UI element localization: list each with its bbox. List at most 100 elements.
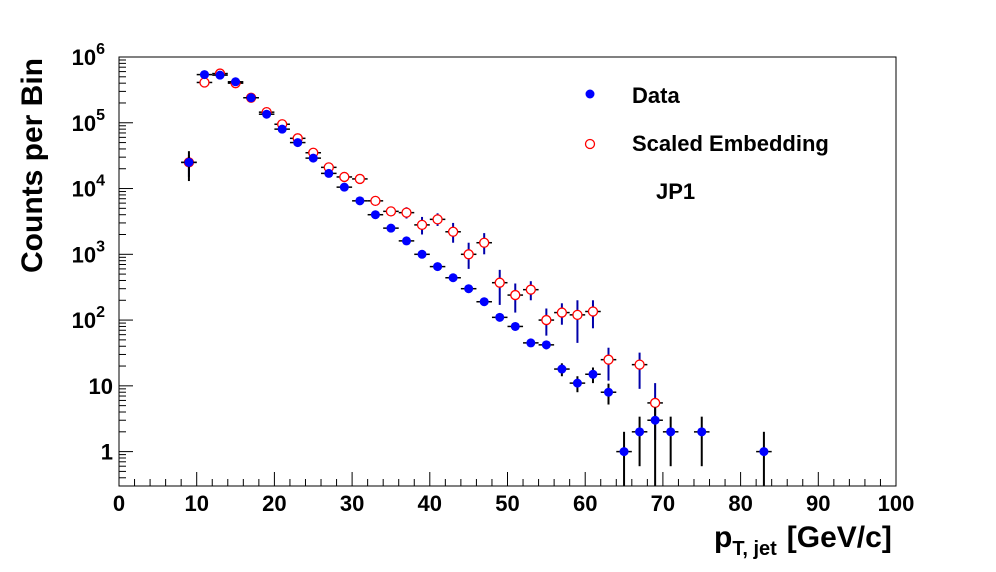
embedding-point <box>587 306 599 317</box>
data-point <box>619 447 629 457</box>
legend: Data Scaled Embedding <box>584 83 829 156</box>
data-point <box>324 168 334 178</box>
data-point <box>557 364 567 374</box>
data-point <box>339 182 349 192</box>
annotation-jp1: JP1 <box>656 179 695 204</box>
embedding-point <box>479 237 490 248</box>
y-tick-label-exponent: 3 <box>96 238 105 255</box>
data-point <box>604 387 614 397</box>
data-point <box>510 321 520 331</box>
x-axis-label-main: p <box>714 521 732 554</box>
legend-data-label: Data <box>632 83 680 108</box>
y-tick-label: 104 <box>72 173 105 202</box>
x-tick-label: 20 <box>262 491 286 516</box>
x-tick-label: 90 <box>806 491 830 516</box>
embedding-point <box>432 214 443 225</box>
y-tick-label-base: 10 <box>72 45 96 70</box>
embedding-point <box>510 289 521 301</box>
x-axis-label-subscript: T, jet <box>732 538 777 560</box>
data-point <box>277 124 287 134</box>
series-data <box>181 70 772 486</box>
data-point <box>401 236 411 246</box>
embedding-point <box>525 284 536 295</box>
x-tick-label: 50 <box>495 491 519 516</box>
y-tick-label: 103 <box>72 238 105 267</box>
data-point <box>293 138 303 148</box>
embedding-point <box>339 171 350 183</box>
data-point <box>650 415 660 425</box>
data-point <box>448 273 458 283</box>
legend-embedding-marker <box>584 138 596 150</box>
data-point <box>526 338 536 348</box>
data-point <box>184 157 194 167</box>
x-tick-label: 80 <box>728 491 752 516</box>
embedding-point <box>649 397 661 409</box>
x-axis: 0 10 20 30 40 50 60 70 80 90 100 <box>113 472 914 516</box>
embedding-point <box>572 309 583 321</box>
data-point <box>495 312 505 322</box>
data-point <box>464 284 474 294</box>
data-point <box>215 70 225 80</box>
x-tick-label: 100 <box>878 491 915 516</box>
embedding-point <box>541 314 552 326</box>
y-axis-label: Counts per Bin <box>16 58 49 273</box>
y-tick-label-exponent: 2 <box>96 304 105 321</box>
y-tick-label-exponent: 4 <box>96 173 105 190</box>
y-tick-label-base: 10 <box>72 111 96 136</box>
x-tick-label: 60 <box>573 491 597 516</box>
data-point <box>572 378 582 388</box>
data-point <box>433 262 443 272</box>
data-point <box>479 297 489 307</box>
x-tick-label: 70 <box>651 491 675 516</box>
embedding-point <box>354 173 366 185</box>
y-tick-label: 1 <box>101 440 113 465</box>
y-tick-label-base: 10 <box>72 177 96 202</box>
embedding-point <box>463 249 474 260</box>
embedding-point <box>494 277 505 288</box>
y-tick-label: 105 <box>72 107 105 136</box>
x-tick-label: 0 <box>113 491 125 516</box>
y-tick-label-exponent: 6 <box>96 41 105 58</box>
series-layer <box>181 68 772 486</box>
y-tick-label: 106 <box>72 41 105 70</box>
embedding-point <box>199 77 210 88</box>
data-point <box>386 223 396 233</box>
data-point <box>635 427 645 437</box>
x-tick-label: 30 <box>340 491 364 516</box>
x-axis-label-unit: [GeV/c] <box>787 521 892 554</box>
data-point <box>759 447 769 457</box>
embedding-point <box>556 307 568 318</box>
data-point <box>262 109 272 119</box>
x-tick-label: 10 <box>184 491 208 516</box>
data-point <box>246 93 256 103</box>
data-point <box>231 77 241 87</box>
y-tick-label: 102 <box>72 304 105 333</box>
y-tick-label: 10 <box>89 374 113 399</box>
axes: 0 10 20 30 40 50 60 70 80 90 100 11010210310410510… <box>72 41 915 516</box>
data-point <box>308 153 318 163</box>
embedding-point <box>385 206 397 217</box>
data-point <box>541 340 551 350</box>
data-point <box>355 196 365 206</box>
legend-embedding-label: Scaled Embedding <box>632 131 829 156</box>
data-point <box>417 249 427 259</box>
legend-data-marker <box>585 89 595 99</box>
data-point <box>666 427 676 437</box>
y-tick-label-exponent: 5 <box>96 107 105 124</box>
embedding-point <box>603 354 614 365</box>
data-point <box>588 369 598 379</box>
x-tick-label: 40 <box>418 491 442 516</box>
data-point <box>199 70 209 80</box>
embedding-point <box>447 226 459 237</box>
y-tick-label-base: 10 <box>72 308 96 333</box>
data-point <box>697 427 707 437</box>
y-tick-label-base: 10 <box>72 242 96 267</box>
x-axis-label: pT, jet [GeV/c] <box>714 521 892 560</box>
embedding-point <box>416 219 428 231</box>
embedding-point <box>370 195 381 206</box>
embedding-point <box>401 207 412 218</box>
embedding-point <box>634 359 645 370</box>
data-point <box>370 210 380 220</box>
